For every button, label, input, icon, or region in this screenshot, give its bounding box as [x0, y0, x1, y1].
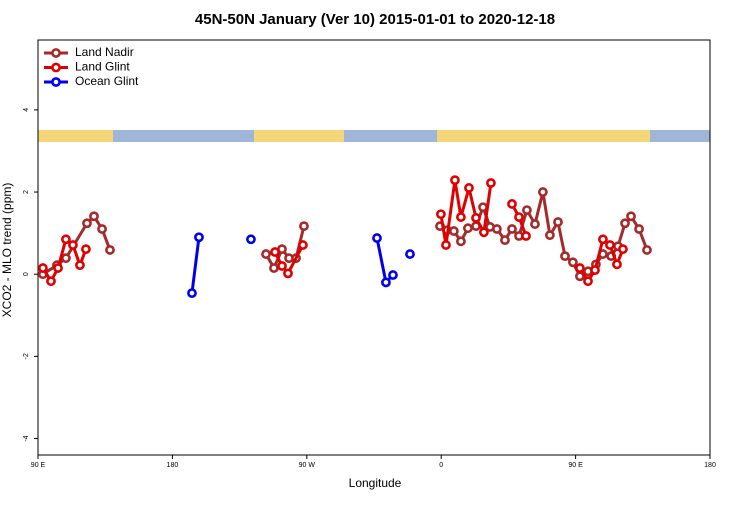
legend-marker	[51, 48, 61, 58]
ocean-band	[650, 130, 710, 142]
x-tick-label: 90 E	[31, 462, 46, 469]
x-tick-label: 0	[439, 462, 443, 469]
data-point	[81, 244, 91, 255]
map-strip	[38, 130, 710, 142]
data-point	[537, 187, 548, 197]
x-tick-label: 180	[704, 462, 716, 469]
data-point	[456, 212, 466, 222]
data-point	[620, 218, 630, 229]
y-tick-label: 4	[23, 108, 30, 112]
plot-frame	[37, 39, 711, 456]
data-point	[514, 212, 524, 222]
data-point	[471, 213, 481, 223]
chart-title: 45N-50N January (Ver 10) 2015-01-01 to 2…	[195, 11, 555, 28]
data-point	[89, 211, 99, 222]
data-point	[283, 268, 293, 279]
data-point	[479, 227, 489, 238]
data-point	[575, 263, 585, 273]
data-point	[553, 217, 563, 227]
x-tick-label: 90 E	[568, 462, 583, 469]
data-point	[75, 260, 85, 271]
data-point	[456, 236, 466, 247]
ocean-band	[344, 130, 437, 142]
data-point	[372, 233, 382, 243]
data-point	[61, 253, 71, 264]
y-tick-label: -2	[23, 353, 30, 359]
data-point	[269, 263, 279, 273]
data-point	[545, 230, 555, 241]
data-point	[507, 199, 517, 209]
data-point	[478, 202, 488, 213]
data-point	[448, 226, 459, 236]
y-tick-label: 2	[23, 190, 30, 194]
data-point	[642, 245, 652, 255]
legend-label: Ocean Glint	[75, 74, 139, 88]
data-point	[492, 224, 502, 234]
data-point	[618, 244, 628, 255]
ocean-band	[113, 130, 254, 142]
data-point	[486, 178, 496, 188]
legend-marker	[51, 77, 61, 87]
data-point	[97, 224, 107, 234]
x-tick-label: 90 W	[299, 462, 316, 469]
data-point	[187, 288, 197, 299]
data-point	[246, 234, 256, 245]
data-point	[568, 257, 578, 268]
data-point	[521, 231, 531, 241]
data-point	[105, 245, 115, 255]
data-point	[530, 219, 540, 229]
x-axis-label: Longitude	[349, 476, 402, 490]
data-point	[522, 205, 532, 216]
legend-marker	[51, 62, 61, 73]
data-point	[634, 224, 644, 234]
x-tick-label: 180	[167, 462, 179, 469]
data-point	[82, 218, 92, 229]
data-point	[598, 234, 608, 245]
data-point	[46, 276, 56, 287]
data-point	[298, 240, 308, 250]
data-point	[299, 221, 309, 232]
data-point	[507, 224, 517, 234]
data-point	[436, 209, 446, 220]
data-point	[270, 247, 280, 257]
data-point	[605, 240, 615, 250]
data-point	[381, 277, 391, 288]
y-axis-label: XCO2 - MLO trend (ppm)	[0, 183, 14, 318]
data-point	[500, 235, 510, 246]
data-point	[405, 249, 415, 259]
data-point	[450, 175, 460, 186]
data-point	[53, 263, 63, 273]
data-point	[38, 263, 48, 273]
legend-label: Land Nadir	[75, 45, 134, 59]
data-point	[464, 183, 474, 193]
data-point	[388, 270, 398, 280]
data-point	[194, 232, 204, 243]
y-tick-label: -4	[23, 435, 30, 441]
y-tick-label: 0	[23, 272, 30, 276]
data-point	[61, 234, 71, 245]
data-point	[441, 240, 451, 250]
data-point	[590, 265, 600, 275]
data-point	[261, 249, 271, 259]
data-point	[463, 223, 473, 234]
data-point	[68, 240, 78, 250]
data-point	[612, 259, 622, 270]
data-point	[583, 276, 593, 287]
data-point	[626, 211, 636, 222]
data-point	[277, 261, 287, 271]
data-point	[560, 251, 570, 262]
legend-label: Land Glint	[75, 60, 130, 74]
